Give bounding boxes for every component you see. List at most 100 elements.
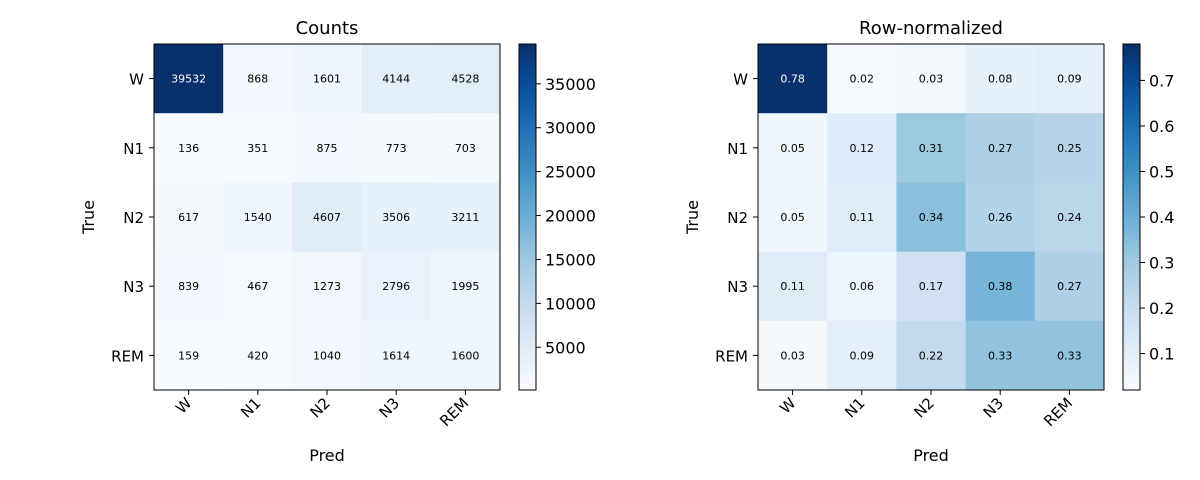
heatmap-cell	[154, 251, 224, 322]
x-tick-label: N3	[980, 394, 1007, 421]
cell-value-label: 773	[386, 142, 407, 155]
cell-value-label: 868	[247, 73, 268, 86]
heatmap-cell	[965, 182, 1036, 253]
heatmap-cell	[292, 320, 363, 391]
colorbar-tick-label: 0.4	[1149, 208, 1174, 227]
heatmap-cell	[361, 182, 432, 253]
y-axis-label: True	[79, 200, 98, 235]
x-tick-label: N1	[237, 394, 264, 421]
heatmap-cell	[758, 113, 828, 183]
chart-title: Counts	[296, 18, 359, 39]
cell-value-label: 0.09	[1057, 73, 1082, 86]
x-axis-label: Pred	[913, 446, 949, 465]
cell-value-label: 0.25	[1057, 142, 1082, 155]
cell-value-label: 2796	[382, 280, 410, 293]
cell-value-label: 0.78	[780, 73, 805, 86]
cell-value-label: 0.38	[988, 280, 1013, 293]
heatmap-cell	[758, 44, 828, 114]
cell-value-label: 0.27	[988, 142, 1013, 155]
x-tick-label: N2	[910, 394, 937, 421]
cell-value-label: 0.22	[919, 349, 944, 362]
cell-value-label: 1600	[451, 349, 479, 362]
x-tick-label: W	[172, 394, 195, 417]
colorbar-tick-label: 10000	[545, 294, 596, 313]
heatmap-cell	[827, 44, 897, 114]
colorbar-tick-label: 0.1	[1149, 345, 1174, 364]
heatmap-cell	[965, 320, 1036, 391]
x-tick-label: W	[776, 394, 799, 417]
heatmap-cell	[758, 251, 828, 322]
cell-value-label: 0.33	[988, 349, 1013, 362]
y-tick-label: W	[129, 71, 144, 89]
cell-value-label: 1614	[382, 349, 410, 362]
cell-value-label: 3211	[451, 211, 479, 224]
cell-value-label: 1040	[313, 349, 341, 362]
cell-value-label: 0.05	[780, 211, 805, 224]
heatmap-cell	[758, 182, 828, 253]
cell-value-label: 159	[178, 349, 199, 362]
colorbar-tick-label: 0.6	[1149, 117, 1174, 136]
cell-value-label: 1995	[451, 280, 479, 293]
heatmap-cell	[430, 182, 501, 253]
heatmap-cells: 39532 868 1601 4144 4528 136 351 875 773 703 617 15…	[154, 44, 501, 391]
heatmap-cell	[430, 320, 501, 391]
heatmap-cell	[292, 113, 363, 183]
cell-value-label: 467	[247, 280, 268, 293]
colorbar-tick-label: 0.2	[1149, 299, 1174, 318]
heatmap-cell	[430, 44, 501, 114]
heatmap-cell	[965, 44, 1036, 114]
cell-value-label: 4528	[451, 73, 479, 86]
heatmap-cell	[223, 44, 293, 114]
y-tick-label: N1	[123, 140, 144, 158]
x-axis-label: Pred	[309, 446, 345, 465]
colorbar	[518, 43, 537, 391]
x-tick-label: REM	[1040, 394, 1076, 430]
heatmap-cell	[827, 320, 897, 391]
cell-value-label: 0.26	[988, 211, 1013, 224]
cell-value-label: 4144	[382, 73, 410, 86]
colorbar-tick-label: 0.3	[1149, 254, 1174, 273]
heatmap-cell	[292, 182, 363, 253]
heatmap-cell	[361, 251, 432, 322]
heatmap-cell	[223, 320, 293, 391]
cell-value-label: 0.03	[919, 73, 944, 86]
cell-value-label: 839	[178, 280, 199, 293]
x-tick-label: N1	[841, 394, 868, 421]
cell-value-label: 617	[178, 211, 199, 224]
heatmap-cell	[1034, 44, 1105, 114]
heatmap-cell	[965, 113, 1036, 183]
y-tick-label: N2	[123, 209, 144, 227]
cell-value-label: 0.03	[780, 349, 805, 362]
colorbar-tick-label: 30000	[545, 119, 596, 138]
cell-value-label: 0.31	[919, 142, 944, 155]
heatmap-cell	[896, 320, 967, 391]
heatmap-cell	[896, 251, 967, 322]
heatmap-cell	[361, 113, 432, 183]
cell-value-label: 0.08	[988, 73, 1013, 86]
y-tick-label: N1	[727, 140, 748, 158]
y-tick-label: REM	[715, 347, 748, 365]
y-tick-label: REM	[111, 347, 144, 365]
colorbar-tick-label: 25000	[545, 163, 596, 182]
x-tick-label: N3	[376, 394, 403, 421]
cell-value-label: 0.27	[1057, 280, 1082, 293]
cell-value-label: 0.05	[780, 142, 805, 155]
heatmap-cell	[154, 320, 224, 391]
heatmap-cell	[827, 113, 897, 183]
y-tick-label: W	[733, 71, 748, 89]
heatmap-cell	[292, 251, 363, 322]
cell-value-label: 0.34	[919, 211, 944, 224]
cell-value-label: 0.33	[1057, 349, 1082, 362]
heatmap-cell	[361, 320, 432, 391]
heatmap-cell	[758, 320, 828, 391]
heatmap-cell	[223, 251, 293, 322]
cell-value-label: 1273	[313, 280, 341, 293]
heatmap-cell	[223, 113, 293, 183]
cell-value-label: 39532	[171, 73, 206, 86]
cell-value-label: 0.11	[780, 280, 805, 293]
cell-value-label: 136	[178, 142, 199, 155]
heatmap-cell	[1034, 320, 1105, 391]
colorbar-tick-label: 0.5	[1149, 162, 1174, 181]
